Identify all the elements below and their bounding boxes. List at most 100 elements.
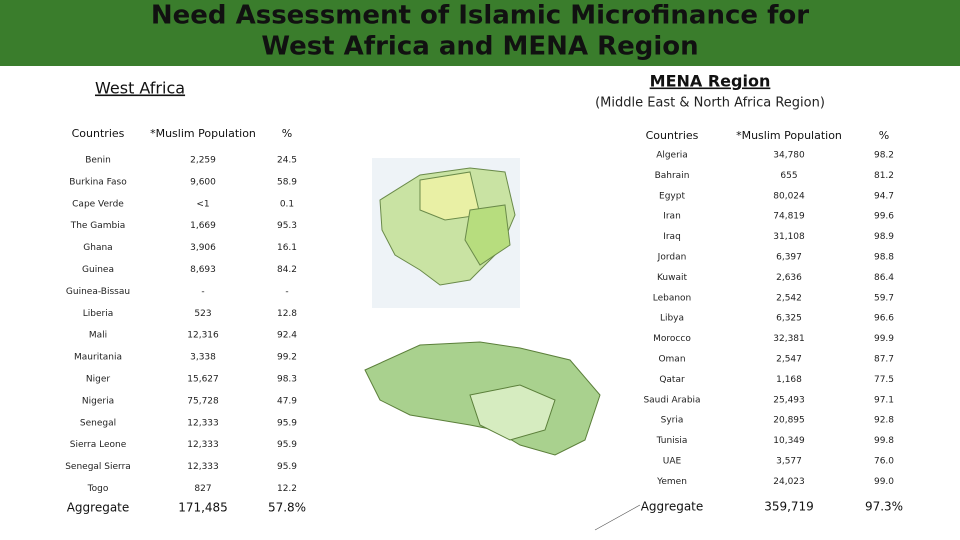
west-africa-map: [372, 158, 520, 308]
table-cell: Senegal Sierra: [65, 462, 131, 472]
table-cell: 2,542: [776, 293, 802, 303]
table-cell: 2,636: [776, 273, 802, 283]
table-cell: Libya: [660, 314, 684, 324]
table-cell: 3,577: [776, 457, 802, 467]
table-cell: 3,906: [190, 243, 216, 253]
table-cell: 6,325: [776, 314, 802, 324]
table-cell: -: [285, 287, 288, 297]
table-cell: 827: [194, 484, 211, 494]
table-cell: 32,381: [773, 334, 805, 344]
table-cell: 8,693: [190, 265, 216, 275]
table-cell: 99.0: [874, 477, 894, 487]
column-header: *Muslim Population: [736, 129, 842, 142]
table-cell: 12,333: [187, 418, 219, 428]
aggregate-cell: 97.3%: [865, 500, 903, 514]
table-cell: 12,333: [187, 440, 219, 450]
table-cell: Tunisia: [656, 436, 688, 446]
table-cell: 1,168: [776, 375, 802, 385]
table-cell: 31,108: [773, 232, 805, 242]
table-cell: <1: [196, 199, 209, 209]
table-cell: 12,316: [187, 331, 219, 341]
table-cell: 0.1: [280, 199, 294, 209]
table-cell: 2,259: [190, 156, 216, 166]
table-cell: 9,600: [190, 177, 216, 187]
table-cell: Jordan: [657, 253, 687, 263]
table-cell: 20,895: [773, 416, 805, 426]
table-cell: 97.1: [874, 395, 894, 405]
table-cell: 655: [780, 171, 797, 181]
table-cell: 95.9: [277, 462, 297, 472]
table-cell: Cape Verde: [72, 199, 124, 209]
table-cell: Oman: [658, 355, 685, 365]
table-cell: Senegal: [80, 418, 116, 428]
table-cell: 77.5: [874, 375, 894, 385]
table-cell: Ghana: [83, 243, 112, 253]
table-cell: 98.3: [277, 375, 297, 385]
table-cell: The Gambia: [70, 221, 126, 231]
table-cell: 80,024: [773, 191, 805, 201]
table-cell: 84.2: [277, 265, 297, 275]
table-cell: Egypt: [659, 191, 685, 201]
table-cell: UAE: [663, 457, 682, 467]
table-cell: 92.8: [874, 416, 894, 426]
table-cell: 6,397: [776, 253, 802, 263]
table-cell: Syria: [661, 416, 684, 426]
table-cell: Algeria: [656, 151, 688, 161]
column-header: Countries: [72, 127, 125, 140]
table-cell: Niger: [86, 375, 110, 385]
table-cell: 75,728: [187, 396, 219, 406]
table-cell: Iraq: [663, 232, 681, 242]
table-cell: Burkina Faso: [69, 177, 127, 187]
table-cell: Morocco: [653, 334, 691, 344]
table-cell: 59.7: [874, 293, 894, 303]
aggregate-cell: 57.8%: [268, 501, 306, 515]
title: Need Assessment of Islamic Microfinance …: [151, 1, 809, 31]
section-title: MENA Region: [650, 72, 771, 91]
table-cell: 25,493: [773, 395, 805, 405]
table-cell: Lebanon: [653, 293, 692, 303]
title: West Africa and MENA Region: [261, 32, 698, 62]
table-cell: 99.2: [277, 353, 297, 363]
table-cell: 523: [194, 309, 211, 319]
table-cell: 16.1: [277, 243, 297, 253]
table-cell: Yemen: [656, 477, 687, 487]
table-cell: 12.8: [277, 309, 297, 319]
table-cell: Togo: [87, 484, 109, 494]
table-cell: 12.2: [277, 484, 297, 494]
connector: [594, 504, 641, 531]
table-cell: 95.9: [277, 440, 297, 450]
aggregate-cell: 359,719: [764, 500, 814, 514]
table-cell: 12,333: [187, 462, 219, 472]
table-cell: 98.2: [874, 151, 894, 161]
table-cell: 24,023: [773, 477, 805, 487]
table-cell: 24.5: [277, 156, 297, 166]
column-header: %: [879, 129, 889, 142]
section-subtitle: (Middle East & North Africa Region): [595, 96, 825, 111]
table-cell: 98.9: [874, 232, 894, 242]
table-cell: 99.6: [874, 212, 894, 222]
table-cell: 2,547: [776, 355, 802, 365]
table-cell: 47.9: [277, 396, 297, 406]
mena-map: [364, 341, 601, 456]
table-cell: 87.7: [874, 355, 894, 365]
column-header: *Muslim Population: [150, 127, 256, 140]
table-cell: 34,780: [773, 151, 805, 161]
table-cell: Iran: [663, 212, 681, 222]
table-cell: Liberia: [83, 309, 113, 319]
header-bar: [0, 0, 960, 66]
table-cell: Nigeria: [82, 396, 114, 406]
table-cell: 86.4: [874, 273, 894, 283]
table-cell: 15,627: [187, 375, 219, 385]
table-cell: 99.9: [874, 334, 894, 344]
table-cell: 92.4: [277, 331, 297, 341]
table-cell: Saudi Arabia: [643, 395, 700, 405]
table-cell: 81.2: [874, 171, 894, 181]
table-cell: Kuwait: [657, 273, 688, 283]
table-cell: Mali: [89, 331, 107, 341]
table-cell: 94.7: [874, 191, 894, 201]
table-cell: Guinea-Bissau: [66, 287, 130, 297]
table-cell: 96.6: [874, 314, 894, 324]
table-cell: Bahrain: [655, 171, 690, 181]
table-cell: 99.8: [874, 436, 894, 446]
